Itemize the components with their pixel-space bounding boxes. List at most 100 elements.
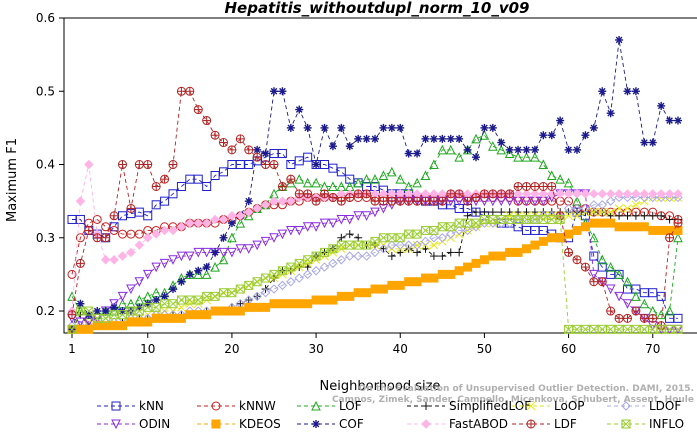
data-point-ldof	[664, 192, 675, 203]
x-tick-label: 40	[393, 342, 408, 356]
data-point-lof	[193, 269, 204, 279]
data-point-ldf	[252, 152, 262, 162]
data-point-fastabod	[597, 189, 607, 199]
data-point-ldf	[580, 262, 590, 272]
data-point-ldf	[547, 181, 557, 191]
data-point-cof	[202, 263, 211, 272]
data-point-ldf	[244, 145, 254, 155]
data-point-cof	[505, 145, 514, 154]
data-point-ldof	[345, 251, 355, 261]
data-point-kdeos	[564, 229, 574, 239]
data-point-ldf	[648, 313, 658, 323]
series-line-knnw	[71, 197, 679, 275]
legend-label: SimplifiedLOF	[449, 399, 531, 413]
data-point-kdeos	[261, 302, 271, 312]
data-point-ldf	[404, 196, 414, 206]
data-point-kdeos	[151, 313, 161, 323]
data-point-kdeos	[387, 280, 397, 290]
data-point-knn	[143, 211, 153, 221]
data-point-odin	[218, 247, 229, 258]
x-tick-label: 70	[645, 342, 660, 356]
data-point-cof	[438, 134, 447, 143]
data-point-cof	[640, 138, 649, 147]
data-point-ldf	[134, 160, 144, 170]
data-point-cof	[539, 131, 548, 140]
data-point-fastabod	[378, 189, 389, 199]
data-point-kdeos	[336, 291, 346, 301]
data-point-ldf	[235, 134, 245, 144]
data-point-kdeos	[362, 288, 372, 298]
data-point-ldf	[623, 313, 632, 323]
data-point-cof	[270, 87, 278, 96]
data-point-fastabod	[639, 189, 650, 199]
data-point-fastabod	[176, 222, 187, 232]
data-point-ldof	[260, 288, 271, 298]
data-point-cof	[674, 116, 682, 125]
data-point-lof	[488, 141, 498, 151]
data-point-ldf	[320, 189, 329, 199]
data-point-fastabod	[227, 211, 237, 221]
data-point-kdeos	[614, 222, 624, 232]
data-point-ldof	[252, 291, 262, 302]
legend-entry-inflo: INFLO	[607, 417, 684, 431]
data-point-ldof	[403, 240, 414, 250]
data-point-fastabod	[269, 196, 279, 206]
series-inflo	[67, 214, 683, 334]
data-point-ldf	[185, 86, 195, 96]
data-point-ldf	[202, 116, 212, 126]
data-point-cof	[328, 142, 337, 151]
plot-frame	[63, 17, 697, 334]
data-point-lof	[142, 291, 153, 301]
data-point-fastabod	[201, 218, 212, 228]
data-point-kdeos	[143, 317, 153, 327]
data-point-ldof	[673, 192, 683, 203]
data-point-ldf	[345, 192, 355, 202]
data-point-cof	[295, 105, 304, 114]
data-point-fastabod	[260, 200, 271, 210]
data-point-cof	[648, 138, 657, 147]
data-point-kdeos	[421, 273, 430, 283]
data-point-odin	[176, 251, 187, 262]
data-point-kdeos	[429, 273, 439, 283]
data-point-loop	[597, 207, 607, 217]
legend-label: ODIN	[139, 417, 170, 431]
data-point-fastabod	[403, 189, 414, 199]
data-point-loop	[606, 207, 616, 217]
data-point-simplifiedlof	[438, 252, 447, 261]
data-point-lof	[361, 174, 372, 184]
data-point-fastabod	[530, 189, 540, 199]
data-point-simplifiedlof	[488, 208, 497, 217]
data-point-odin	[252, 240, 262, 251]
data-point-ldf	[412, 196, 422, 206]
data-point-cof	[362, 134, 371, 143]
data-point-fastabod	[631, 189, 641, 199]
data-point-kdeos	[454, 266, 464, 276]
data-point-lof	[479, 130, 490, 140]
data-point-knn	[589, 251, 599, 261]
data-point-cof	[396, 123, 405, 132]
data-point-ldf	[471, 192, 481, 202]
data-point-lof	[328, 181, 338, 191]
data-point-ldof	[572, 203, 582, 214]
data-point-odin	[75, 317, 86, 328]
data-point-fastabod	[117, 251, 128, 261]
data-point-inflo	[143, 302, 153, 312]
data-point-knnw	[109, 225, 119, 235]
data-point-cof	[219, 233, 228, 242]
data-point-ldf	[538, 181, 548, 191]
data-point-kdeos	[168, 313, 178, 323]
data-point-ldf	[84, 225, 94, 235]
data-point-kdeos	[471, 258, 481, 268]
data-point-inflo	[84, 306, 94, 316]
x-tick-label: 60	[561, 342, 576, 356]
x-tick-label: 50	[477, 342, 492, 356]
data-point-kdeos	[572, 225, 582, 235]
data-point-cof	[615, 35, 624, 44]
data-point-ldf	[126, 203, 136, 213]
data-point-kdeos	[437, 269, 447, 279]
legend-marker-cof	[312, 420, 320, 428]
data-point-ldf	[673, 218, 683, 228]
data-point-ldof	[462, 225, 473, 236]
data-point-cof	[623, 87, 632, 96]
data-point-ldf	[513, 181, 523, 191]
